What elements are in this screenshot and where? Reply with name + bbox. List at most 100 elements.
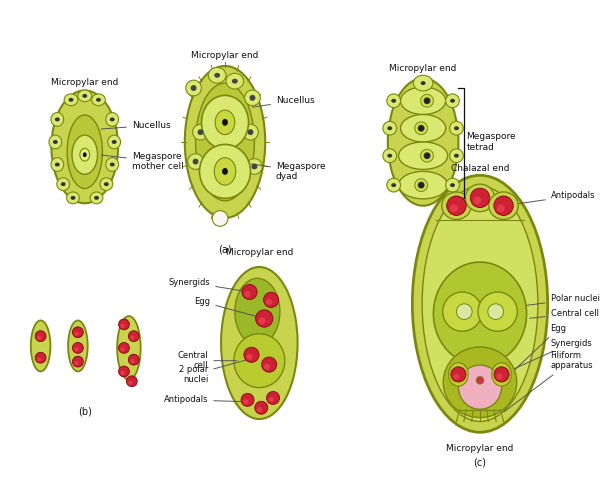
Text: Synergids: Synergids xyxy=(504,338,592,373)
Ellipse shape xyxy=(453,373,459,379)
Ellipse shape xyxy=(456,304,472,319)
Ellipse shape xyxy=(118,319,129,330)
Ellipse shape xyxy=(412,175,548,432)
Ellipse shape xyxy=(383,149,396,163)
Ellipse shape xyxy=(423,152,431,159)
Ellipse shape xyxy=(256,310,273,327)
Ellipse shape xyxy=(55,118,60,121)
Text: Central cell: Central cell xyxy=(530,309,598,318)
Ellipse shape xyxy=(450,99,455,103)
Ellipse shape xyxy=(201,95,248,150)
Ellipse shape xyxy=(391,99,396,103)
Ellipse shape xyxy=(73,356,84,367)
Ellipse shape xyxy=(255,401,268,414)
Ellipse shape xyxy=(465,184,495,212)
Ellipse shape xyxy=(222,168,228,175)
Ellipse shape xyxy=(425,153,429,158)
Ellipse shape xyxy=(422,186,538,422)
Ellipse shape xyxy=(454,154,459,158)
Ellipse shape xyxy=(251,164,257,169)
Ellipse shape xyxy=(110,118,115,121)
Ellipse shape xyxy=(55,163,60,166)
Ellipse shape xyxy=(221,267,298,419)
Ellipse shape xyxy=(37,335,41,340)
Ellipse shape xyxy=(51,113,63,126)
Ellipse shape xyxy=(443,292,482,331)
Ellipse shape xyxy=(128,380,132,385)
Text: Megaspore
dyad: Megaspore dyad xyxy=(251,162,326,181)
Ellipse shape xyxy=(126,376,137,387)
Ellipse shape xyxy=(242,285,257,300)
Ellipse shape xyxy=(118,343,129,353)
Ellipse shape xyxy=(398,171,448,199)
Ellipse shape xyxy=(235,278,280,345)
Ellipse shape xyxy=(31,320,51,371)
Ellipse shape xyxy=(488,304,503,319)
Ellipse shape xyxy=(120,324,124,328)
Ellipse shape xyxy=(246,159,262,174)
Ellipse shape xyxy=(418,126,423,131)
Ellipse shape xyxy=(447,196,466,215)
Ellipse shape xyxy=(248,129,253,135)
Ellipse shape xyxy=(68,98,73,102)
Ellipse shape xyxy=(57,178,70,191)
Ellipse shape xyxy=(51,91,118,203)
Ellipse shape xyxy=(191,85,196,91)
Text: Micropylar end: Micropylar end xyxy=(226,248,293,257)
Ellipse shape xyxy=(110,163,115,166)
Ellipse shape xyxy=(450,121,464,135)
Ellipse shape xyxy=(433,262,526,365)
Ellipse shape xyxy=(418,182,423,188)
Ellipse shape xyxy=(246,354,253,360)
Ellipse shape xyxy=(450,204,458,212)
Ellipse shape xyxy=(458,365,501,409)
Ellipse shape xyxy=(478,292,517,331)
Ellipse shape xyxy=(421,94,433,107)
Ellipse shape xyxy=(243,399,248,404)
Ellipse shape xyxy=(267,392,279,405)
Ellipse shape xyxy=(100,178,113,191)
Ellipse shape xyxy=(423,97,431,104)
Ellipse shape xyxy=(244,347,259,363)
Ellipse shape xyxy=(215,110,235,135)
Text: 2 polar
nuclei: 2 polar nuclei xyxy=(179,359,252,384)
Ellipse shape xyxy=(387,178,401,192)
Ellipse shape xyxy=(387,94,401,107)
Ellipse shape xyxy=(383,121,396,135)
Ellipse shape xyxy=(391,183,396,187)
Ellipse shape xyxy=(49,135,62,149)
Text: Egg: Egg xyxy=(195,297,262,318)
Ellipse shape xyxy=(66,192,79,204)
Ellipse shape xyxy=(67,115,102,189)
Ellipse shape xyxy=(96,98,101,102)
Ellipse shape xyxy=(92,94,106,106)
Ellipse shape xyxy=(387,126,392,130)
Text: Megaspore
tetrad: Megaspore tetrad xyxy=(466,132,516,151)
Ellipse shape xyxy=(415,179,428,192)
Ellipse shape xyxy=(82,94,87,98)
Ellipse shape xyxy=(264,363,270,370)
Ellipse shape xyxy=(454,126,459,130)
Text: (a): (a) xyxy=(218,245,232,255)
Ellipse shape xyxy=(120,347,124,351)
Text: Filiform
apparatus: Filiform apparatus xyxy=(504,351,593,412)
Text: Megaspore
mother cell: Megaspore mother cell xyxy=(101,152,184,171)
Text: Nucellus: Nucellus xyxy=(101,121,171,130)
Ellipse shape xyxy=(188,154,203,169)
Text: Micropylar end: Micropylar end xyxy=(447,444,514,454)
Ellipse shape xyxy=(245,291,251,297)
Ellipse shape xyxy=(470,188,490,208)
Ellipse shape xyxy=(64,94,78,106)
Ellipse shape xyxy=(73,343,84,353)
Ellipse shape xyxy=(425,98,429,103)
Ellipse shape xyxy=(249,95,256,101)
Ellipse shape xyxy=(494,367,509,382)
Ellipse shape xyxy=(421,81,426,85)
Ellipse shape xyxy=(106,113,118,126)
Circle shape xyxy=(212,211,228,227)
Ellipse shape xyxy=(243,124,259,140)
Ellipse shape xyxy=(387,154,392,158)
Ellipse shape xyxy=(446,94,459,107)
Text: Micropylar end: Micropylar end xyxy=(192,51,259,60)
Ellipse shape xyxy=(489,192,518,219)
